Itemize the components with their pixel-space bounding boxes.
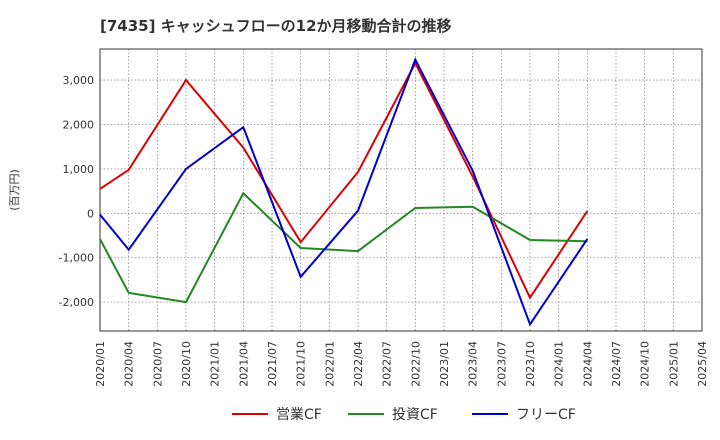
x-tick-label: 2020/04 — [123, 341, 136, 387]
y-tick-label: 2,000 — [63, 118, 95, 131]
x-tick-label: 2023/04 — [467, 341, 480, 387]
y-tick-label: 1,000 — [63, 163, 95, 176]
x-tick-label: 2021/01 — [209, 341, 222, 387]
chart-title: [7435] キャッシュフローの12か月移動合計の推移 — [100, 17, 452, 35]
x-tick-label: 2020/10 — [180, 341, 193, 387]
legend: 営業CF 投資CF フリーCF — [232, 407, 576, 423]
x-tick-label: 2022/10 — [409, 341, 422, 387]
series-line-1 — [99, 61, 589, 300]
x-tick-label: 2024/01 — [553, 341, 566, 387]
x-tick-label: 2022/01 — [323, 341, 336, 387]
x-tick-label: 2024/04 — [581, 341, 594, 387]
plot-frame — [99, 48, 703, 332]
legend-label: 営業CF — [276, 407, 322, 423]
legend-label: 投資CF — [392, 407, 438, 423]
x-tick-label: 2021/10 — [295, 341, 308, 387]
x-tick-label: 2022/04 — [352, 341, 365, 387]
y-tick-label: -1,000 — [59, 252, 94, 265]
y-axis-label: (百万円) — [8, 169, 21, 211]
x-tick-label: 2023/10 — [524, 341, 537, 387]
x-tick-label: 2021/04 — [237, 341, 250, 387]
x-tick-label: 2025/04 — [696, 341, 709, 387]
series-line-3 — [99, 57, 589, 327]
x-tick-label: 2020/07 — [151, 341, 164, 387]
legend-label: フリーCF — [516, 407, 576, 423]
y-axis-ticks: -2,000 -1,000 0 1,000 2,000 3,000 — [59, 74, 94, 309]
x-tick-label: 2024/10 — [639, 341, 652, 387]
series-line-2 — [99, 191, 588, 304]
x-tick-label: 2023/07 — [495, 341, 508, 387]
series-lines — [99, 57, 589, 327]
x-tick-label: 2021/07 — [266, 341, 279, 387]
x-tick-label: 2020/01 — [94, 341, 107, 387]
x-tick-label: 2022/07 — [381, 341, 394, 387]
grid — [100, 49, 702, 331]
x-tick-label: 2025/01 — [667, 341, 680, 387]
y-tick-label: 0 — [87, 207, 94, 220]
x-axis-ticks: 2020/01 2020/04 2020/07 2020/10 2021/01 2021/… — [94, 341, 709, 387]
y-tick-label: -2,000 — [59, 296, 94, 309]
x-tick-label: 2023/01 — [438, 341, 451, 387]
y-tick-label: 3,000 — [63, 74, 95, 87]
x-tick-label: 2024/07 — [610, 341, 623, 387]
